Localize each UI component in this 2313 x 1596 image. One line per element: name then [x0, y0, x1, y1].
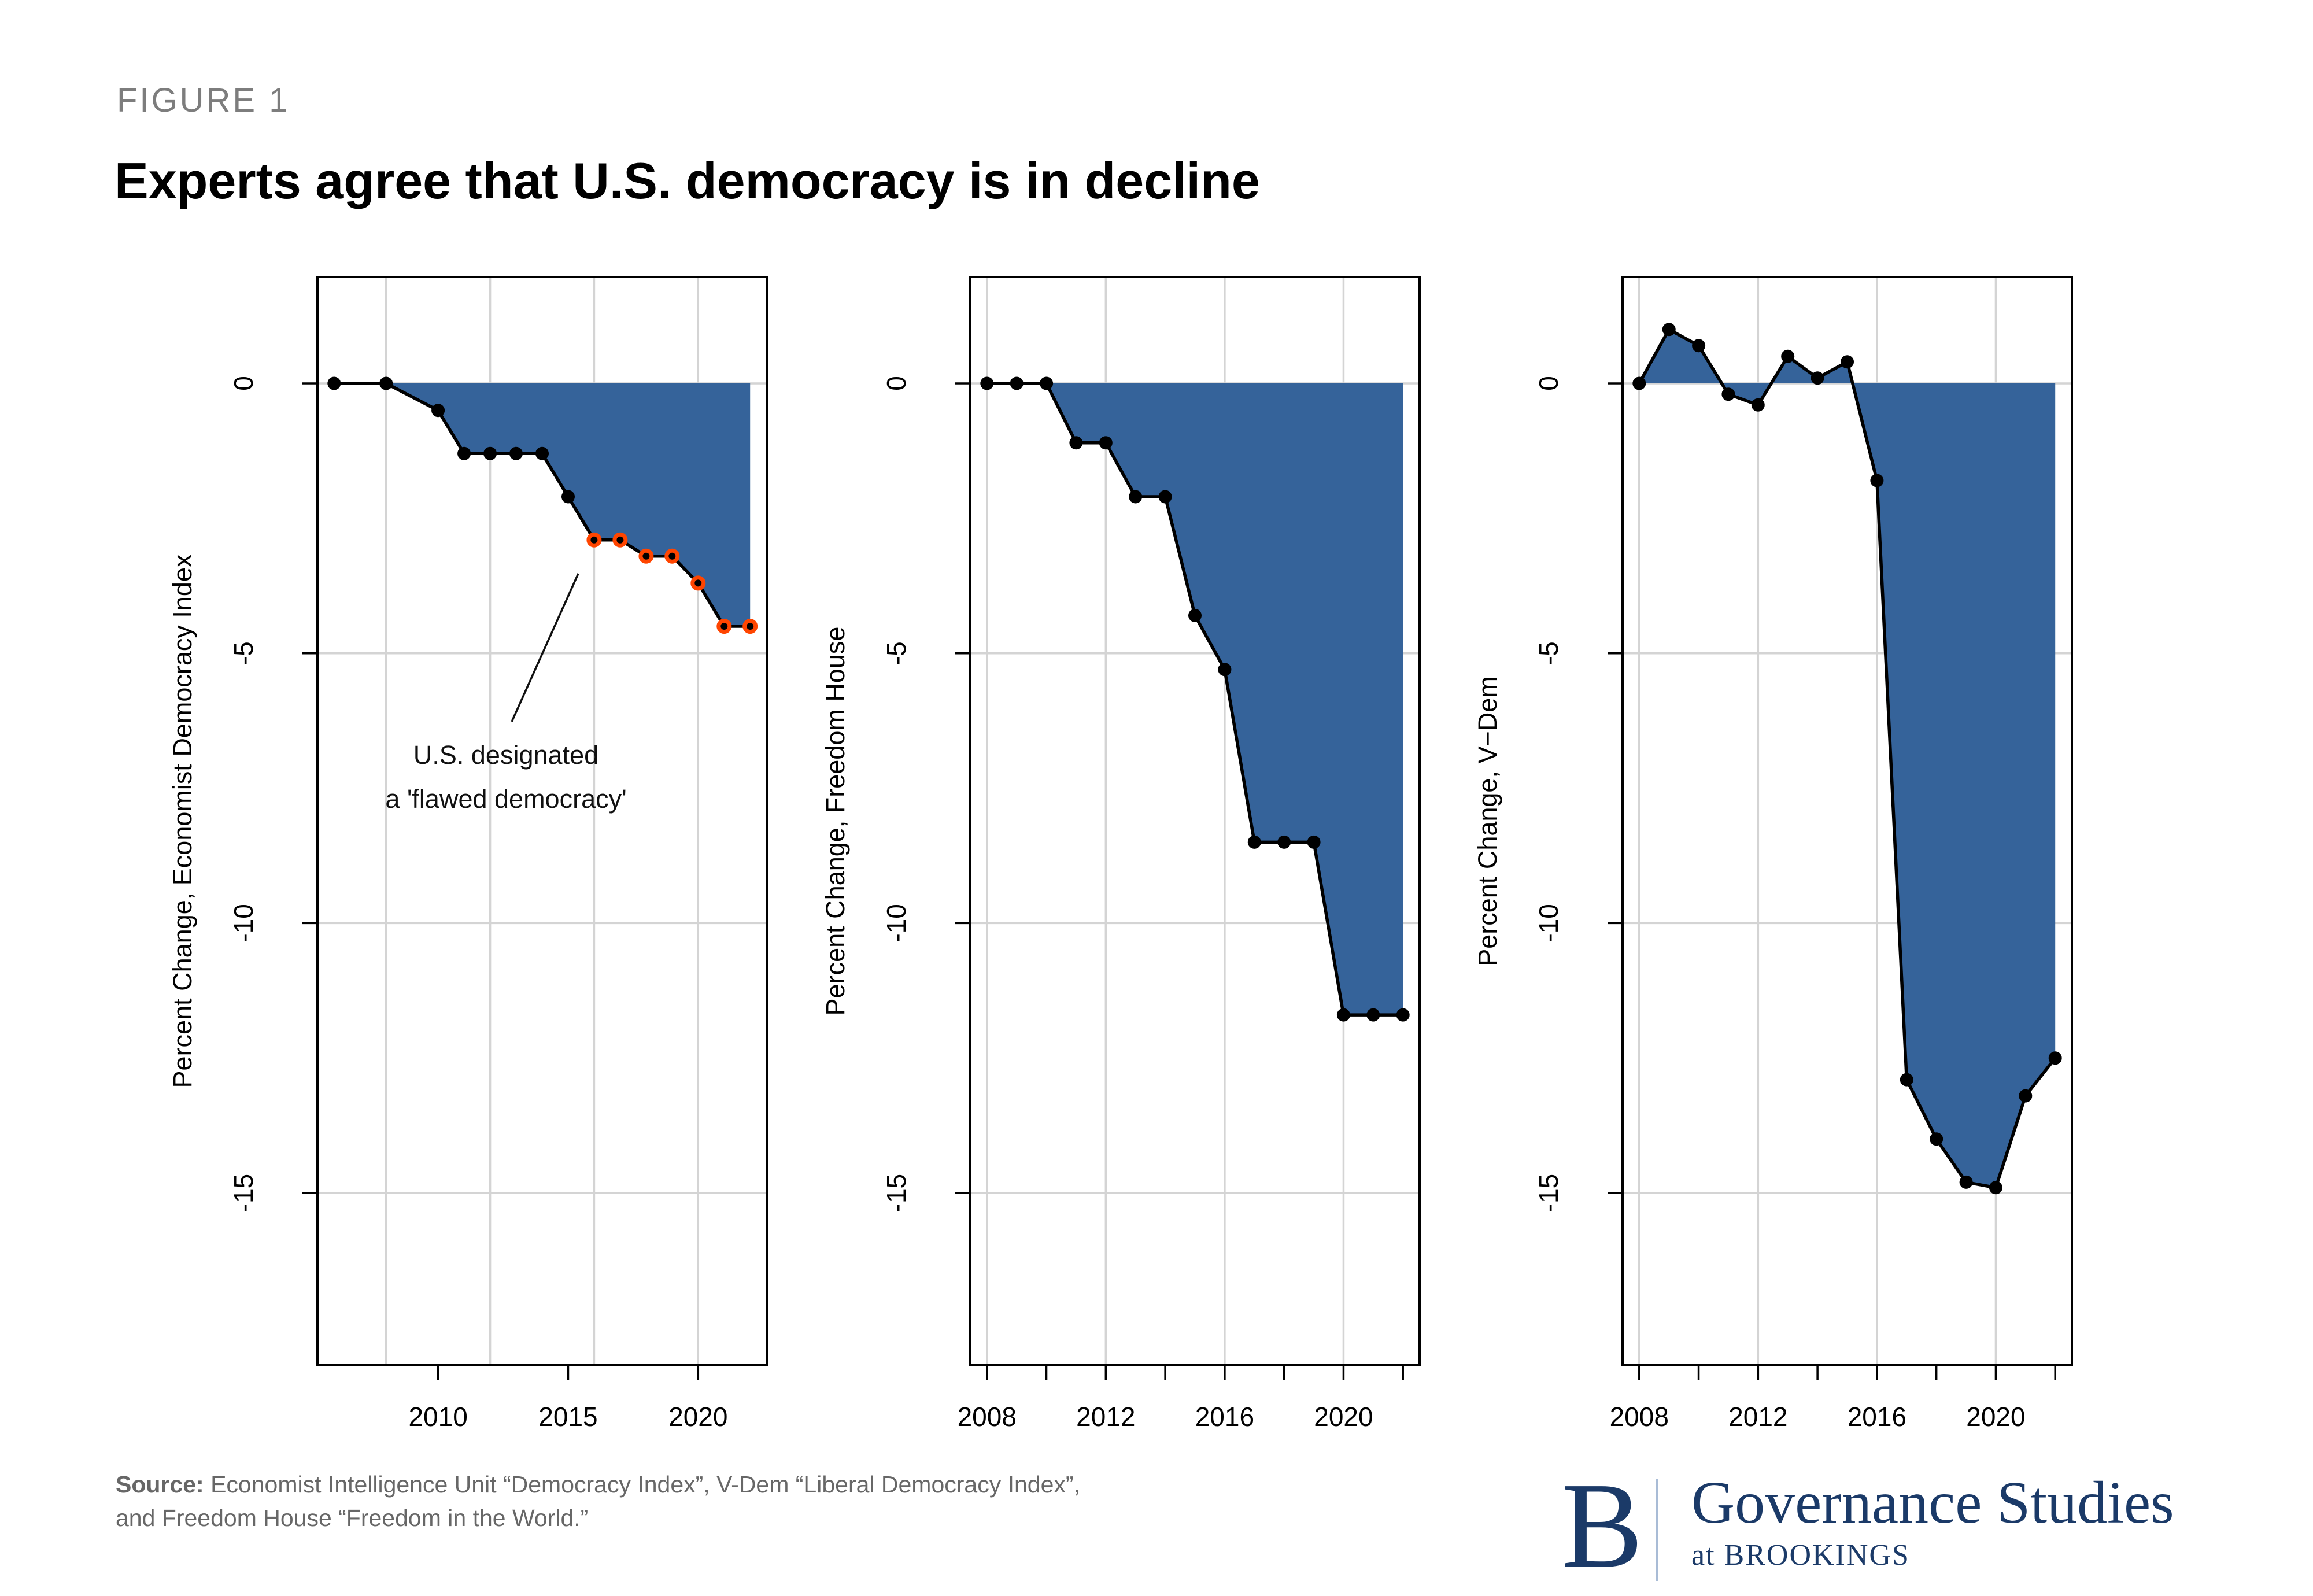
data-point [980, 376, 994, 390]
data-point [1692, 339, 1706, 353]
x-tick-label: 2015 [538, 1402, 597, 1432]
source-label: Source: [116, 1471, 204, 1498]
x-tick-label: 2008 [1610, 1402, 1669, 1432]
data-point [1900, 1073, 1913, 1087]
data-point [483, 446, 497, 460]
y-tick-label: 0 [228, 376, 258, 391]
y-axis-title: Percent Change, Freedom House [821, 627, 850, 1016]
data-point-highlighted [742, 619, 758, 634]
annotation-flawed-democracy: U.S. designated a 'flawed democracy' [315, 733, 697, 821]
data-point [535, 446, 549, 460]
data-point [1841, 355, 1854, 369]
x-tick-label: 2020 [1966, 1402, 2025, 1432]
data-point [1099, 436, 1113, 450]
y-tick-label: 0 [881, 376, 911, 391]
annotation-line2: a 'flawed democracy' [385, 784, 627, 814]
y-tick-label: -10 [881, 904, 911, 942]
data-point [1188, 608, 1202, 622]
data-point-highlighted [612, 532, 628, 548]
y-tick-label: -10 [1534, 904, 1564, 942]
data-point [327, 376, 341, 390]
data-point-highlighted [716, 619, 732, 634]
y-tick-label: 0 [1534, 376, 1564, 391]
data-point [379, 376, 393, 390]
data-point [457, 446, 471, 460]
chart-v-dem: 2008 2012 2016 2020 0 -5 -10 -15 Percent Change,… [1473, 276, 2073, 1432]
x-tick-label: 2020 [1314, 1402, 1373, 1432]
x-tick-label: 2012 [1728, 1402, 1787, 1432]
y-tick-label: -5 [1534, 641, 1564, 665]
data-point [1277, 835, 1291, 849]
data-point [1010, 376, 1024, 390]
source-line1: Source: Economist Intelligence Unit “Dem… [116, 1468, 1388, 1501]
data-point [1989, 1181, 2002, 1195]
data-point-highlighted [638, 548, 654, 564]
data-point [1040, 376, 1054, 390]
y-tick-label: -5 [228, 641, 258, 665]
logo-text: Governance Studies at BROOKINGS [1691, 1471, 2174, 1572]
data-point [1751, 398, 1765, 412]
x-tick-label: 2016 [1195, 1402, 1254, 1432]
data-point [1930, 1132, 1943, 1146]
annotation-line1: U.S. designated [413, 740, 599, 770]
panel-border [969, 276, 1421, 1366]
data-point [1870, 474, 1884, 487]
source-text-1: Economist Intelligence Unit “Democracy I… [210, 1471, 1080, 1498]
x-tick-label: 2016 [1848, 1402, 1906, 1432]
data-point [1632, 376, 1646, 390]
data-point [1247, 835, 1261, 849]
page-title: Experts agree that U.S. democracy is in … [114, 152, 1260, 209]
data-point [1336, 1008, 1350, 1022]
data-point [1811, 371, 1824, 385]
brookings-b-mark: B [1561, 1457, 1643, 1593]
panel-border [316, 276, 768, 1366]
area-fill [334, 383, 751, 626]
logo-governance-studies: Governance Studies [1691, 1469, 2174, 1536]
data-point [431, 404, 445, 418]
chart-economist-democracy-index: 2010 2015 2020 0 -5 -10 -15 Percent Change, Eco… [168, 276, 768, 1432]
data-point [1662, 323, 1676, 337]
source-line2: and Freedom House “Freedom in the World.… [116, 1505, 589, 1531]
data-point [2048, 1051, 2062, 1065]
chart-freedom-house: 2008 2012 2016 2020 0 -5 -10 -15 Percent Change,… [821, 276, 1421, 1432]
annotation-pointer-line [511, 573, 579, 722]
data-point [1158, 490, 1172, 504]
data-point [1366, 1008, 1380, 1022]
y-tick-label: -10 [228, 904, 258, 942]
data-point-highlighted [664, 548, 680, 564]
x-tick-label: 2020 [668, 1402, 727, 1432]
y-tick-label: -5 [881, 641, 911, 665]
data-point-highlighted [586, 532, 602, 548]
logo-at-brookings: at BROOKINGS [1691, 1539, 1910, 1572]
data-point [1721, 387, 1735, 401]
data-point [1781, 349, 1795, 363]
y-tick-label: -15 [1534, 1174, 1564, 1212]
x-tick-label: 2012 [1076, 1402, 1135, 1432]
data-point [561, 490, 575, 504]
area-fill [1639, 329, 2056, 1188]
data-point [1396, 1008, 1410, 1022]
data-point [1129, 490, 1143, 504]
figure-label: FIGURE 1 [117, 82, 290, 119]
data-point [1069, 436, 1083, 450]
x-tick-label: 2010 [408, 1402, 467, 1432]
data-point-highlighted [690, 575, 706, 591]
data-point [509, 446, 523, 460]
y-axis-title: Percent Change, Economist Democracy Inde… [168, 554, 197, 1088]
y-tick-label: -15 [881, 1174, 911, 1212]
data-point [1218, 663, 1232, 677]
data-point [1307, 835, 1321, 849]
source-note: Source: Economist Intelligence Unit “Dem… [116, 1468, 1388, 1535]
x-tick-label: 2008 [958, 1402, 1017, 1432]
y-axis-title: Percent Change, V−Dem [1473, 676, 1502, 966]
data-point [1959, 1175, 1973, 1189]
panel-border [1621, 276, 2073, 1366]
area-fill [986, 383, 1403, 1015]
y-tick-label: -15 [228, 1174, 258, 1212]
data-point [2019, 1089, 2033, 1103]
logo-divider [1656, 1479, 1658, 1581]
